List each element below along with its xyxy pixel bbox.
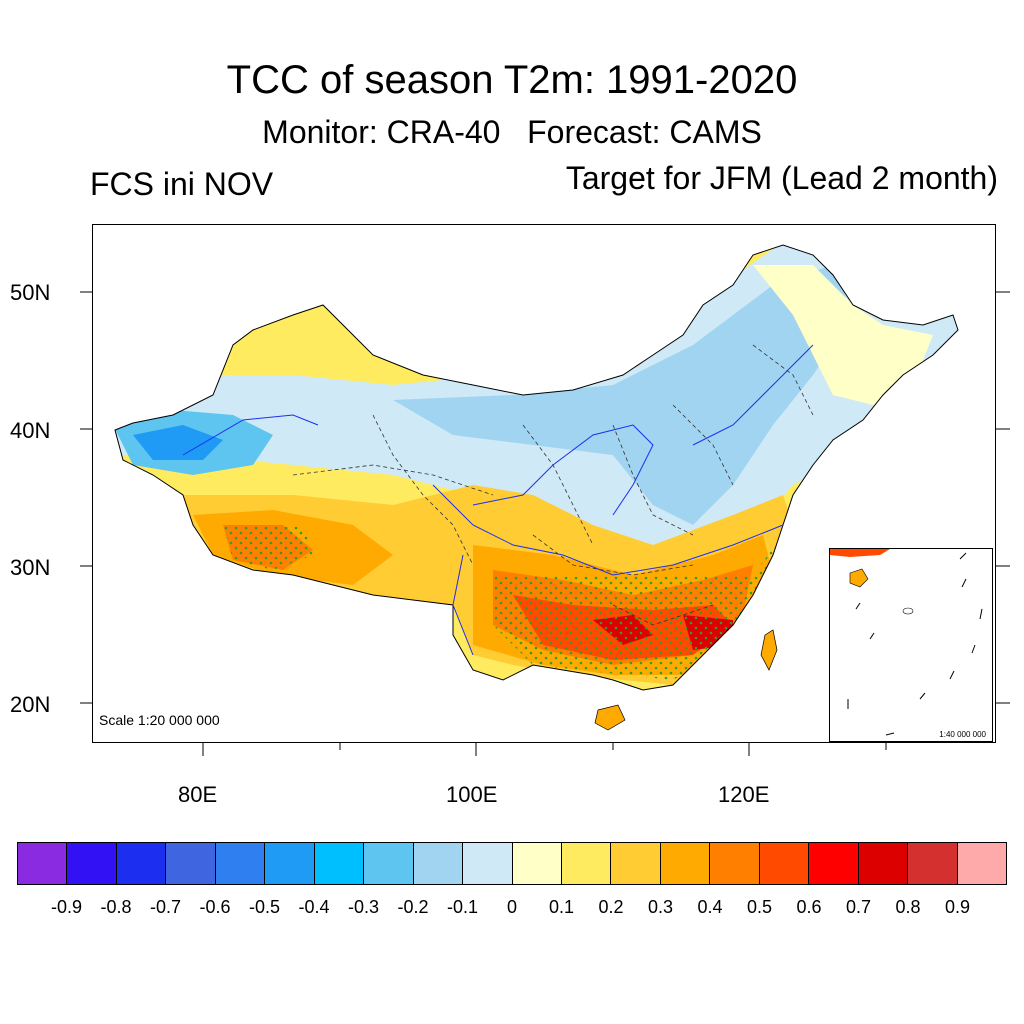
hainan-island: [594, 704, 626, 731]
colorbar-box: [215, 843, 266, 884]
colorbar-label: 0.9: [944, 897, 971, 917]
lat-label-30n: 30N: [10, 555, 51, 580]
colorbar-label: 0.2: [598, 897, 624, 917]
colorbar-box: [858, 843, 909, 884]
colorbar-label: -0.3: [347, 897, 380, 917]
rivers: [182, 344, 814, 656]
colorbar-label: -0.8: [100, 897, 132, 917]
colorbar-box: [18, 843, 68, 884]
colorbar-label: -0.9: [50, 897, 83, 917]
colorbar-box: [67, 843, 117, 884]
forecast-init-label: FCS ini NOV: [90, 166, 274, 202]
lat-label-50n: 50N: [10, 280, 51, 305]
colorbar-label: 0: [506, 897, 518, 917]
colorbar-box: [364, 843, 414, 884]
lat-label-40n: 40N: [10, 418, 51, 443]
colorbar-box: [166, 843, 216, 884]
map-subtitle: Monitor: CRA-40 Forecast: CAMS: [262, 114, 762, 150]
colorbar-box: [265, 843, 315, 884]
colorbar-label: -0.7: [149, 897, 182, 917]
colorbar-label: -0.6: [199, 897, 231, 917]
inset-scale-label: 1:40 000 000: [939, 730, 986, 739]
map-frame: Scale 1:20 000 000 1:40 000 000: [92, 224, 996, 743]
colorbar-box: [809, 843, 859, 884]
china-border: [114, 244, 959, 691]
colorbar-label: 0.4: [697, 897, 723, 917]
colorbar-box: [463, 843, 513, 884]
colorbar-label: 0.1: [548, 897, 575, 917]
colorbar-box: [611, 843, 661, 884]
colorbar: [17, 842, 1007, 885]
china-map: [114, 244, 959, 731]
province-boundaries: [292, 344, 814, 626]
colorbar-box: [660, 843, 711, 884]
colorbar-box: [759, 843, 810, 884]
colorbar-box: [116, 843, 167, 884]
lon-label-100e: 100E: [446, 782, 498, 807]
colorbar-label: 0.7: [845, 897, 872, 917]
colorbar-label: 0.3: [647, 897, 674, 917]
colorbar-box: [512, 843, 562, 884]
lon-label-80e: 80E: [178, 782, 218, 807]
colorbar-label: -0.5: [248, 897, 281, 917]
map-scale-label: Scale 1:20 000 000: [99, 712, 220, 728]
lat-label-20n: 20N: [10, 692, 51, 717]
colorbar-label: -0.1: [446, 897, 479, 917]
inset-map: [830, 549, 983, 736]
colorbar-box: [710, 843, 760, 884]
south-china-sea-inset: 1:40 000 000: [829, 548, 993, 742]
colorbar-box: [314, 843, 365, 884]
colorbar-label: 0.6: [796, 897, 822, 917]
colorbar-label: -0.2: [397, 897, 429, 917]
colorbar-label: 0.5: [746, 897, 773, 917]
colorbar-box: [957, 843, 1007, 884]
colorbar-box: [413, 843, 464, 884]
colorbar-box: [908, 843, 958, 884]
taiwan-island: [760, 629, 778, 671]
colorbar-label: 0.8: [895, 897, 921, 917]
target-period-label: Target for JFM (Lead 2 month): [565, 160, 998, 196]
colorbar-box: [561, 843, 612, 884]
map-title: TCC of season T2m: 1991-2020: [226, 58, 798, 102]
lon-label-120e: 120E: [718, 782, 770, 807]
colorbar-label: -0.4: [298, 897, 330, 917]
